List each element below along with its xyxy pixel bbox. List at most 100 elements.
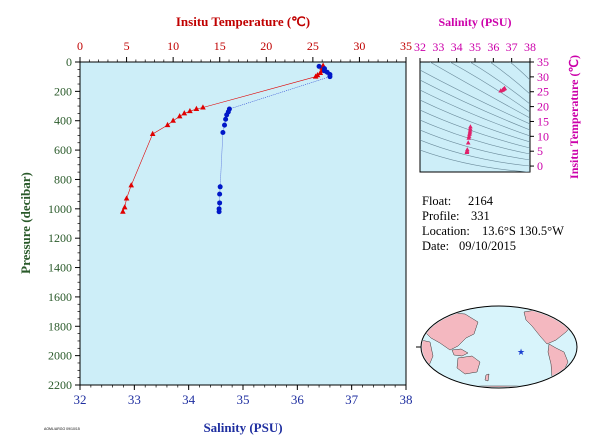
- salinity-tick-label: 35: [237, 392, 250, 407]
- salinity-point: [220, 129, 226, 135]
- temperature-axis-title: Insitu Temperature (℃): [176, 14, 310, 29]
- profile-plot-area: [79, 61, 407, 386]
- temperature-series: [120, 62, 326, 214]
- salinity-tick-label: 32: [74, 392, 87, 407]
- ts-point: [502, 85, 507, 91]
- pressure-tick-label: 1000: [48, 202, 72, 216]
- pressure-tick-label: 2200: [48, 378, 72, 392]
- salinity-series: [216, 63, 333, 215]
- pressure-tick-label: 0: [66, 55, 72, 69]
- salinity-axis-title: Salinity (PSU): [203, 420, 282, 435]
- temperature-tick-label: 20: [260, 39, 272, 53]
- profile-value: 331: [471, 209, 490, 223]
- pressure-tick-label: 1600: [48, 290, 72, 304]
- temperature-point: [164, 121, 171, 128]
- ts-salinity-tick-label: 33: [432, 40, 444, 54]
- pressure-tick-label: 1800: [48, 319, 72, 333]
- pressure-tick-label: 800: [54, 172, 72, 186]
- salinity-point: [223, 116, 229, 122]
- pressure-tick-label: 200: [54, 84, 72, 98]
- ts-temperature-axis-title: Insitu Temperature (℃): [567, 55, 581, 179]
- salinity-point: [222, 122, 228, 128]
- ts-temperature-tick-label: 10: [537, 129, 549, 143]
- pressure-axis: 0 200 400 600 800 1000 1200 1400 1600 1800 2000 220…: [48, 55, 80, 392]
- location-map: ★: [416, 305, 578, 389]
- salinity-point: [217, 191, 223, 197]
- salinity-tick-label: 36: [291, 392, 305, 407]
- ts-salinity-axis: 32 33 34 35 36 37 38: [414, 40, 536, 62]
- temperature-tick-label: 0: [77, 39, 83, 53]
- salinity-tick-label: 34: [182, 392, 196, 407]
- temperature-tick-label: 25: [307, 39, 319, 53]
- temperature-tick-label: 35: [400, 39, 412, 53]
- location-label: Location:: [422, 224, 470, 238]
- temperature-point: [200, 104, 206, 110]
- ts-salinity-tick-label: 35: [469, 40, 481, 54]
- pressure-tick-label: 400: [54, 114, 72, 128]
- profile-chart: 0 5 10 15 20 25 30 35 32 33 34 35 36 37 38 0 200 400 600…: [18, 14, 413, 435]
- ts-salinity-tick-label: 34: [451, 40, 463, 54]
- temperature-point: [121, 204, 128, 210]
- temperature-point: [120, 208, 126, 214]
- date-label: Date:: [422, 239, 449, 253]
- ts-point: [468, 124, 473, 129]
- salinity-point: [224, 112, 230, 118]
- salinity-point: [216, 209, 222, 215]
- temperature-point: [123, 195, 130, 201]
- ts-points: [464, 85, 507, 154]
- salinity-point: [217, 184, 223, 190]
- temperature-tick-label: 30: [353, 39, 365, 53]
- salinity-axis: 32 33 34 35 36 37 38: [74, 385, 413, 407]
- temperature-point: [314, 72, 321, 78]
- temperature-point: [170, 117, 176, 123]
- profile-label: Profile:: [422, 209, 460, 223]
- temperature-point: [176, 113, 183, 119]
- float-info: Float: 2164 Profile: 331 Location: 13.6°…: [422, 194, 564, 253]
- ts-salinity-tick-label: 32: [414, 40, 426, 54]
- salinity-tick-label: 38: [400, 392, 413, 407]
- ts-salinity-tick-label: 37: [506, 40, 518, 54]
- pressure-axis-title: Pressure (decibar): [18, 172, 33, 274]
- salinity-tick-label: 33: [128, 392, 141, 407]
- temperature-point: [181, 110, 188, 116]
- temperature-tick-label: 10: [167, 39, 179, 53]
- salinity-point: [327, 74, 333, 80]
- ts-temperature-tick-label: 5: [537, 144, 543, 158]
- location-value: 13.6°S 130.5°W: [482, 224, 564, 238]
- pressure-tick-label: 1400: [48, 261, 72, 275]
- temperature-tick-label: 15: [214, 39, 226, 53]
- salinity-tick-label: 37: [345, 392, 359, 407]
- pressure-tick-label: 1200: [48, 231, 72, 245]
- ts-point: [465, 147, 470, 152]
- temperature-point: [193, 105, 200, 111]
- temperature-point: [128, 182, 135, 188]
- ts-plot-area: [419, 61, 531, 173]
- ts-salinity-tick-label: 36: [487, 40, 499, 54]
- footer-stamp: AOML/ARGO 09/10/15: [44, 427, 80, 431]
- pressure-tick-label: 600: [54, 143, 72, 157]
- ts-density-contours: [420, 62, 530, 172]
- ts-temperature-tick-label: 25: [537, 85, 549, 99]
- salinity-point: [316, 63, 322, 69]
- ts-temperature-tick-label: 0: [537, 159, 543, 173]
- date-value: 09/10/2015: [459, 239, 516, 253]
- float-value: 2164: [468, 194, 494, 208]
- ts-temperature-tick-label: 35: [537, 55, 549, 69]
- ts-temperature-tick-label: 20: [537, 100, 549, 114]
- ts-point: [465, 140, 471, 145]
- temperature-axis: 0 5 10 15 20 25 30 35: [77, 39, 412, 62]
- pressure-tick-label: 2000: [48, 349, 72, 363]
- float-label: Float:: [422, 194, 451, 208]
- ts-temperature-tick-label: 15: [537, 114, 549, 128]
- ts-salinity-tick-label: 38: [524, 40, 536, 54]
- temperature-point: [187, 107, 193, 114]
- float-location-marker: ★: [517, 348, 525, 358]
- ts-temperature-tick-label: 30: [537, 70, 549, 84]
- ts-salinity-axis-title: Salinity (PSU): [438, 15, 511, 29]
- temperature-point: [149, 130, 156, 136]
- temperature-tick-label: 5: [124, 39, 130, 53]
- salinity-point: [217, 200, 223, 206]
